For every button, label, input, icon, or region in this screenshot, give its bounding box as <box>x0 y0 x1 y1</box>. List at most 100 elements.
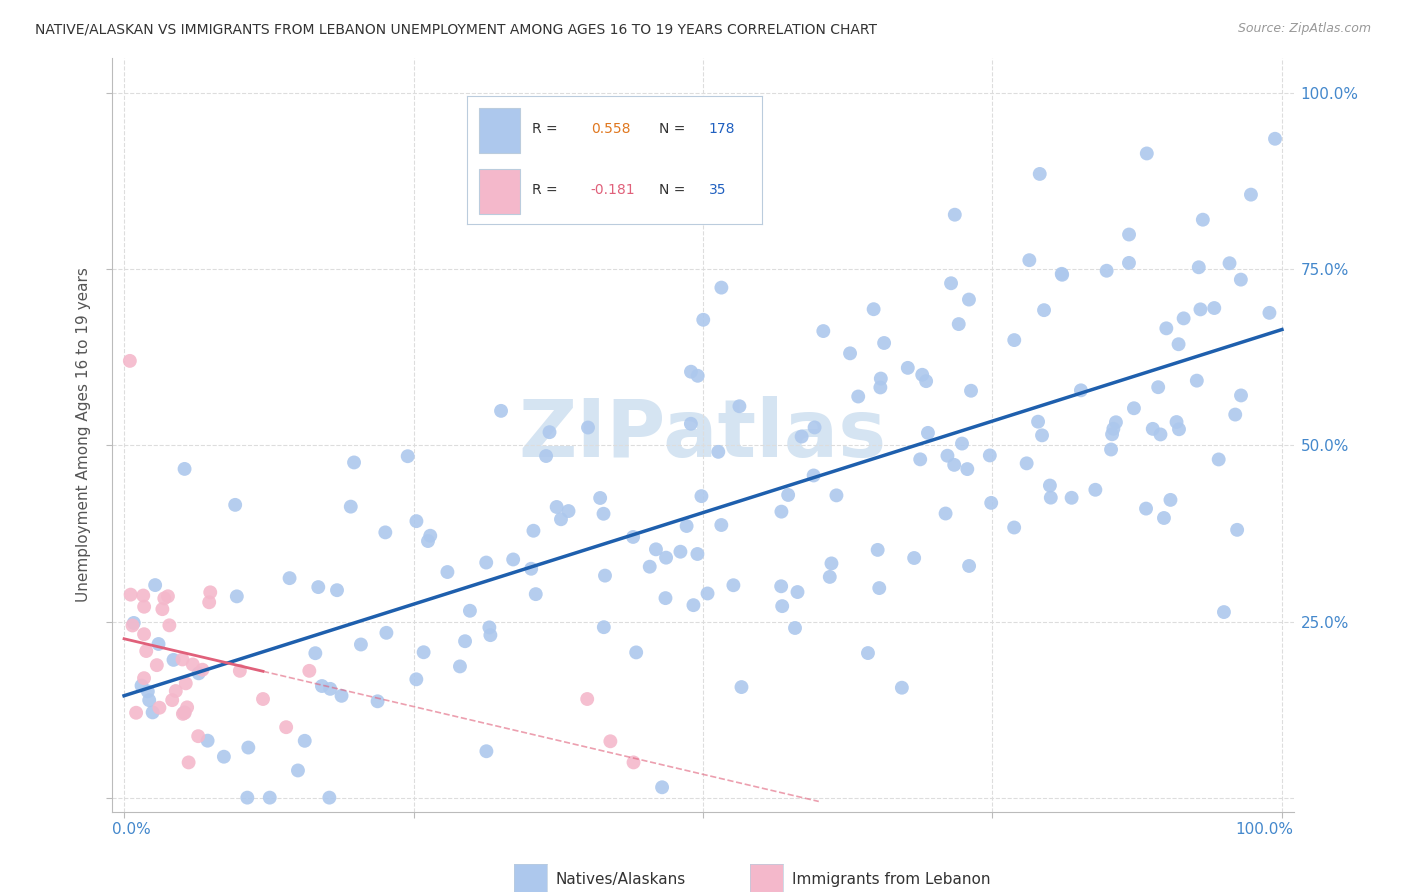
Point <box>825 488 848 502</box>
Point <box>132 671 155 685</box>
Point <box>132 589 155 603</box>
Point <box>1070 384 1092 398</box>
Point <box>803 468 825 483</box>
Point <box>1142 422 1164 436</box>
Point <box>866 542 889 557</box>
Point <box>120 588 142 602</box>
Text: ZIPatlas: ZIPatlas <box>519 396 887 474</box>
Point <box>651 780 673 795</box>
Point <box>479 628 502 642</box>
Point <box>405 514 427 528</box>
Point <box>710 280 733 294</box>
Point <box>960 384 983 398</box>
Point <box>412 645 434 659</box>
Point <box>1118 256 1140 270</box>
Point <box>236 790 259 805</box>
Point <box>730 680 752 694</box>
Point <box>593 568 616 582</box>
Point <box>778 488 800 502</box>
Point <box>225 590 247 604</box>
Point <box>979 449 1001 463</box>
Point <box>939 277 962 291</box>
Point <box>176 700 198 714</box>
Point <box>890 681 912 695</box>
Point <box>669 545 692 559</box>
Point <box>1156 321 1178 335</box>
Point <box>311 679 333 693</box>
Text: Natives/Alaskans: Natives/Alaskans <box>555 872 686 887</box>
Point <box>436 565 458 579</box>
Point <box>259 790 281 805</box>
Point <box>524 587 547 601</box>
Point <box>686 547 709 561</box>
Text: 100.0%: 100.0% <box>1236 822 1294 838</box>
Point <box>1135 501 1157 516</box>
Point <box>943 208 966 222</box>
Point <box>318 790 340 805</box>
Point <box>943 458 966 472</box>
Point <box>134 599 156 614</box>
Point <box>1118 227 1140 242</box>
Point <box>197 733 219 747</box>
Point <box>173 706 195 720</box>
Point <box>1264 132 1286 146</box>
Point <box>1153 511 1175 525</box>
Point <box>903 551 925 566</box>
Point <box>142 706 165 720</box>
Point <box>131 679 153 693</box>
Point <box>454 634 477 648</box>
Point <box>1204 301 1226 315</box>
Point <box>818 570 841 584</box>
Point <box>374 525 396 540</box>
Point <box>177 756 200 770</box>
Point <box>723 578 745 592</box>
Text: NATIVE/ALASKAN VS IMMIGRANTS FROM LEBANON UNEMPLOYMENT AMONG AGES 16 TO 19 YEARS: NATIVE/ALASKAN VS IMMIGRANTS FROM LEBANO… <box>35 22 877 37</box>
Point <box>132 627 155 641</box>
Point <box>1168 422 1191 436</box>
Point <box>238 740 260 755</box>
Point <box>294 734 316 748</box>
Point <box>200 585 222 599</box>
Point <box>135 644 157 658</box>
Point <box>534 449 557 463</box>
Point <box>786 585 808 599</box>
Point <box>198 595 221 609</box>
Point <box>1039 478 1062 492</box>
Point <box>1105 415 1128 429</box>
Point <box>172 706 194 721</box>
Point <box>287 764 309 778</box>
Point <box>980 496 1002 510</box>
Point <box>696 586 718 600</box>
Point <box>187 729 209 743</box>
Point <box>181 657 204 672</box>
Point <box>489 404 512 418</box>
Point <box>150 602 173 616</box>
Point <box>1002 333 1025 347</box>
Point <box>304 646 326 660</box>
Point <box>1189 302 1212 317</box>
Point <box>690 489 713 503</box>
Point <box>846 390 869 404</box>
Point <box>869 380 891 394</box>
Point <box>148 700 170 714</box>
Point <box>1095 264 1118 278</box>
Point <box>1002 520 1025 534</box>
Point <box>897 360 920 375</box>
Point <box>1208 452 1230 467</box>
Point <box>173 706 195 720</box>
Point <box>1188 260 1211 275</box>
Point <box>803 420 825 434</box>
Point <box>298 664 321 678</box>
Y-axis label: Unemployment Among Ages 16 to 19 years: Unemployment Among Ages 16 to 19 years <box>76 268 91 602</box>
Point <box>330 689 353 703</box>
Point <box>162 653 184 667</box>
Point <box>1122 401 1144 416</box>
Point <box>948 317 970 331</box>
Point <box>143 578 166 592</box>
Point <box>692 312 714 326</box>
Point <box>1149 427 1171 442</box>
Point <box>252 692 274 706</box>
Point <box>121 618 143 632</box>
Point <box>1102 422 1125 436</box>
Point <box>728 399 751 413</box>
